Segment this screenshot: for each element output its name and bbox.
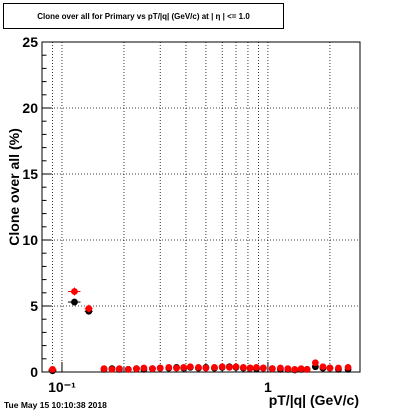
y-tick-label: 25 [22, 34, 38, 50]
chart-title-box: Clone over all for Primary vs pT/|q| (Ge… [3, 3, 284, 29]
x-tick-label: 10⁻¹ [48, 379, 76, 395]
data-point [291, 365, 299, 373]
data-point [173, 364, 180, 372]
data-point [71, 298, 78, 306]
data-point [195, 363, 202, 371]
timestamp: Tue May 15 10:10:38 2018 [4, 400, 107, 410]
data-point [303, 365, 311, 373]
y-tick-label: 5 [30, 298, 38, 314]
data-point [211, 363, 218, 371]
data-point [239, 363, 247, 371]
data-point [259, 364, 267, 372]
data-point [156, 364, 164, 372]
y-axis-label: Clone over all (%) [6, 128, 22, 245]
data-point [202, 364, 210, 372]
data-point [186, 363, 194, 371]
data-point [284, 365, 292, 373]
series-1 [48, 298, 352, 375]
data-point [326, 364, 334, 372]
data-point [246, 364, 254, 372]
data-point [140, 364, 148, 372]
data-point [344, 363, 352, 371]
data-point [149, 365, 156, 373]
data-point [218, 363, 226, 371]
grid [41, 42, 360, 372]
data-point [124, 365, 132, 373]
chart-title: Clone over all for Primary vs pT/|q| (Ge… [37, 11, 250, 21]
data-point [85, 305, 93, 313]
plot-frame [41, 41, 361, 373]
y-tick-label: 10 [22, 232, 38, 248]
data-point [253, 363, 260, 371]
data-point [180, 363, 188, 371]
data-point [335, 364, 342, 372]
x-tick-label: 1 [264, 379, 272, 395]
data-point [225, 363, 233, 371]
series-2 [48, 287, 352, 373]
data-point [268, 365, 276, 373]
data-point [311, 359, 319, 367]
data-point [108, 365, 116, 373]
tick-labels: 0 5 10 15 20 25 10⁻¹ 1 [22, 34, 272, 395]
data-point [49, 365, 56, 373]
data-point [100, 365, 108, 373]
data-point [297, 365, 305, 373]
data-point [319, 363, 327, 371]
data-point [115, 365, 123, 373]
data-point [133, 365, 140, 373]
data-points [48, 287, 352, 375]
y-tick-label: 20 [22, 100, 38, 116]
data-point [277, 364, 284, 372]
x-axis-label: pT/|q| (GeV/c) [269, 392, 359, 408]
data-point [71, 288, 78, 295]
y-tick-label: 15 [22, 166, 38, 182]
y-tick-label: 0 [30, 364, 38, 380]
data-point [232, 363, 240, 371]
data-point [165, 363, 173, 371]
